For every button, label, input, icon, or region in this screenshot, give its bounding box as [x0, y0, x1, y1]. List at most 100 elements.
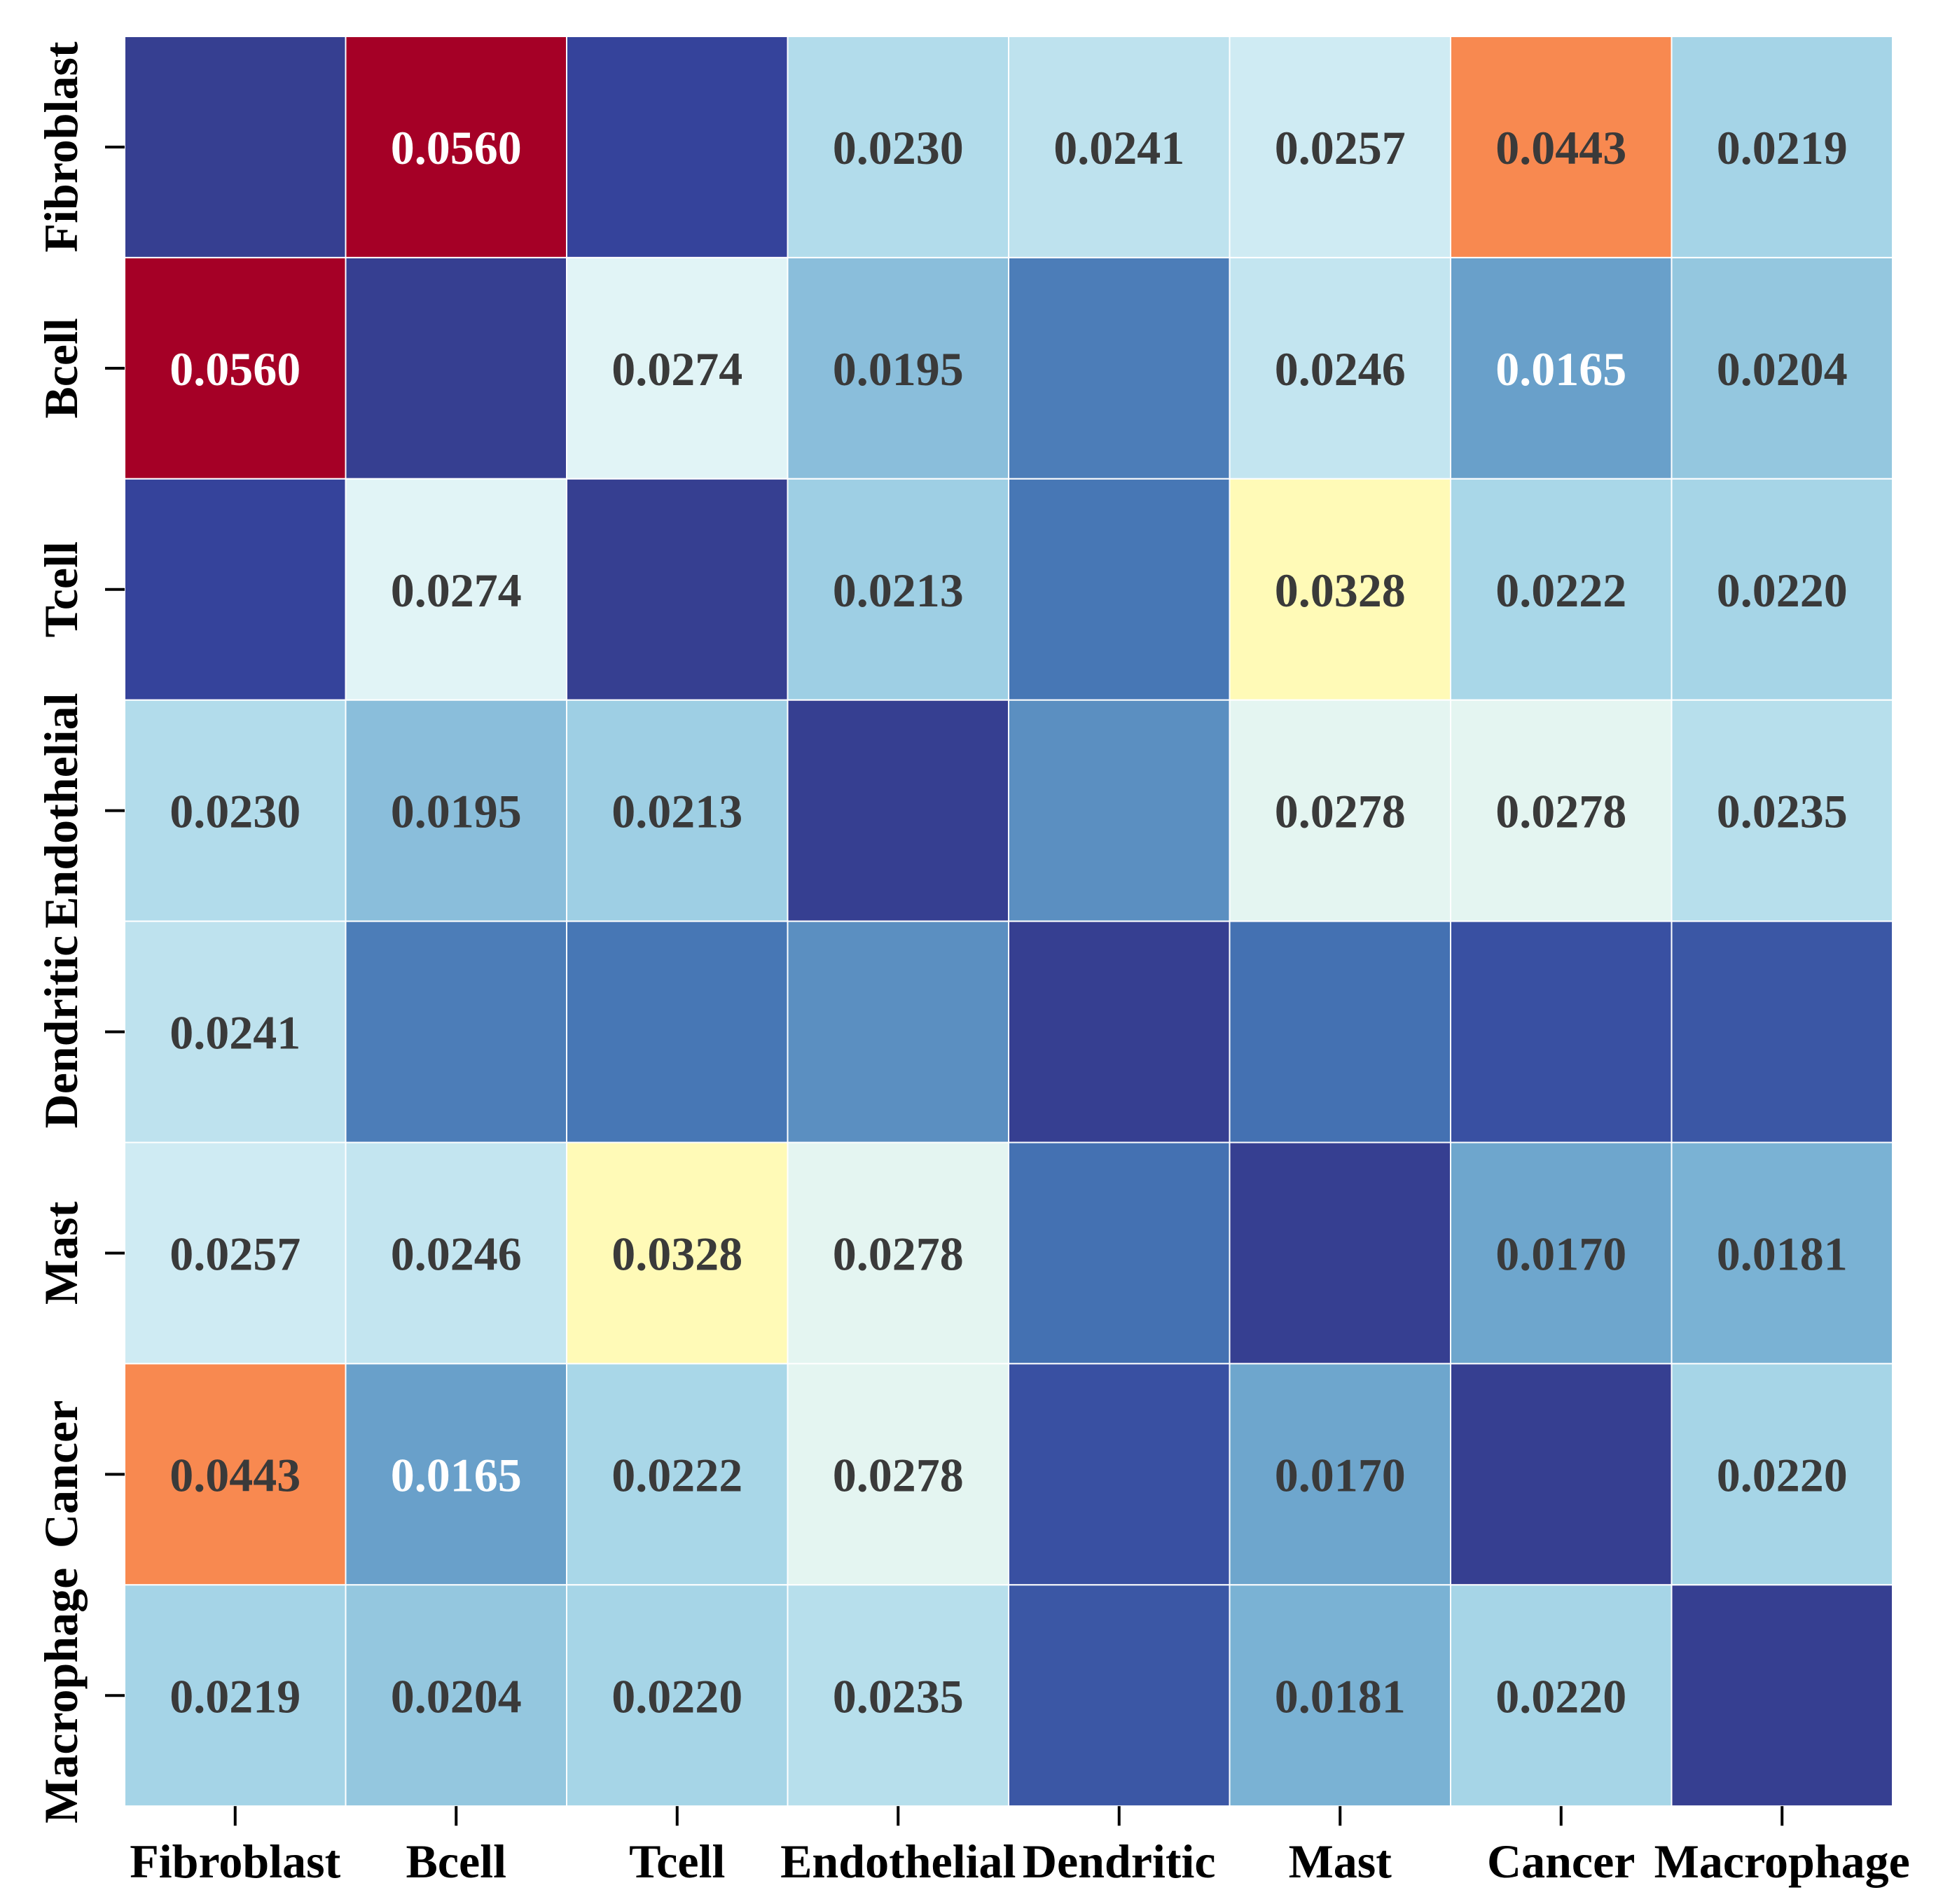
y-tick-label-bcell: Bcell: [34, 318, 88, 419]
heatmap-cell-fibroblast-tcell: [566, 36, 789, 258]
heatmap-cell-tcell-cancer: [1450, 478, 1673, 701]
heatmap-cell-endothelial-endothelial: [787, 699, 1009, 922]
y-tick-label-mast: Mast: [34, 1201, 88, 1305]
cell-value-label: 0.0328: [1275, 564, 1406, 617]
cell-value-label: 0.0278: [1275, 785, 1406, 838]
heatmap-cell-macrophage-macrophage: [1671, 1584, 1893, 1807]
heatmap-cell-dendritic-macrophage: [1671, 920, 1893, 1144]
cell-value-label: 0.0220: [1717, 564, 1848, 617]
cell-value-label: 0.0241: [1053, 121, 1184, 174]
heatmap-cell-endothelial-macrophage: [1671, 699, 1893, 922]
heatmap-cell-bcell-dendritic: [1008, 256, 1231, 480]
heatmap-cell-cancer-mast: [1229, 1363, 1451, 1586]
cell-value-label: 0.0204: [1717, 342, 1848, 396]
cell-value-label: 0.0560: [170, 342, 300, 396]
cell-value-label: 0.0222: [1495, 564, 1626, 617]
heatmap-cell-mast-mast: [1229, 1141, 1451, 1365]
cell-value-label: 0.0213: [833, 564, 964, 617]
heatmap-cell-cancer-dendritic: [1008, 1363, 1231, 1586]
x-tick-label-bcell: Bcell: [406, 1835, 506, 1888]
cell-value-label: 0.0443: [1495, 121, 1626, 174]
x-tick-label-dendritic: Dendritic: [1023, 1835, 1216, 1888]
cell-value-label: 0.0195: [833, 342, 964, 396]
cell-value-label: 0.0274: [391, 564, 522, 617]
heatmap-cell-macrophage-cancer: [1450, 1584, 1673, 1807]
cell-value-label: 0.0165: [391, 1448, 522, 1501]
heatmap-cell-tcell-macrophage: [1671, 478, 1893, 701]
y-tick-label-dendritic: Dendritic: [34, 936, 88, 1129]
heatmap-cell-mast-endothelial: [787, 1141, 1009, 1365]
cell-value-label: 0.0328: [611, 1227, 742, 1280]
cell-value-label: 0.0235: [833, 1669, 964, 1723]
cell-value-label: 0.0220: [1495, 1669, 1626, 1723]
heatmap-cell-endothelial-tcell: [566, 699, 789, 922]
heatmap-cell-dendritic-dendritic: [1008, 920, 1231, 1144]
heatmap-cell-macrophage-bcell: [345, 1584, 567, 1807]
heatmap-cell-bcell-tcell: [566, 256, 789, 480]
cell-value-label: 0.0278: [833, 1448, 964, 1501]
y-tick-label-macrophage: Macrophage: [34, 1568, 88, 1823]
heatmap-cell-cancer-fibroblast: [124, 1363, 347, 1586]
cell-value-label: 0.0230: [833, 121, 964, 174]
heatmap-cell-fibroblast-endothelial: [787, 36, 1009, 258]
heatmap-cell-tcell-bcell: [345, 478, 567, 701]
heatmap-cell-tcell-mast: [1229, 478, 1451, 701]
heatmap-cell-mast-dendritic: [1008, 1141, 1231, 1365]
y-tick-label-endothelial: Endothelial: [34, 693, 88, 928]
x-tick-label-fibroblast: Fibroblast: [130, 1835, 340, 1888]
cell-value-label: 0.0278: [1495, 785, 1626, 838]
cell-value-label: 0.0230: [170, 785, 300, 838]
heatmap-cell-fibroblast-macrophage: [1671, 36, 1893, 258]
heatmap-cell-tcell-endothelial: [787, 478, 1009, 701]
cell-value-label: 0.0219: [170, 1669, 300, 1723]
heatmap-cell-macrophage-dendritic: [1008, 1584, 1231, 1807]
cell-value-label: 0.0257: [170, 1227, 300, 1280]
x-tick-label-endothelial: Endothelial: [780, 1835, 1016, 1888]
cell-value-label: 0.0241: [170, 1006, 300, 1059]
cell-value-label: 0.0195: [391, 785, 522, 838]
heatmap-cell-bcell-macrophage: [1671, 256, 1893, 480]
cell-value-label: 0.0246: [391, 1227, 522, 1280]
heatmap-cell-tcell-dendritic: [1008, 478, 1231, 701]
heatmap-cell-fibroblast-cancer: [1450, 36, 1673, 258]
cell-value-label: 0.0170: [1275, 1448, 1406, 1501]
heatmap-cell-endothelial-bcell: [345, 699, 567, 922]
heatmap-cell-fibroblast-dendritic: [1008, 36, 1231, 258]
cell-value-label: 0.0560: [391, 121, 522, 174]
heatmap-cell-mast-tcell: [566, 1141, 789, 1365]
cell-value-label: 0.0235: [1717, 785, 1848, 838]
cell-value-label: 0.0219: [1717, 121, 1848, 174]
x-tick-label-cancer: Cancer: [1487, 1835, 1635, 1888]
heatmap-axes: Fibroblast Bcell Tcell Endothelial Dendritic…: [34, 41, 1910, 1888]
heatmap-cell-dendritic-cancer: [1450, 920, 1673, 1144]
heatmap-cell-labels: 0.0560 0.0230 0.0241 0.0257 0.0443 0.0219 0.05…: [170, 121, 1848, 1723]
x-tick-label-mast: Mast: [1289, 1835, 1392, 1888]
cell-value-label: 0.0181: [1275, 1669, 1406, 1723]
heatmap-cell-endothelial-mast: [1229, 699, 1451, 922]
heatmap-cell-dendritic-tcell: [566, 920, 789, 1144]
y-tick-label-fibroblast: Fibroblast: [34, 41, 88, 252]
heatmap-cell-macrophage-endothelial: [787, 1584, 1009, 1807]
cell-value-label: 0.0257: [1275, 121, 1406, 174]
cell-value-label: 0.0220: [611, 1669, 742, 1723]
heatmap-cell-tcell-tcell: [566, 478, 789, 701]
cell-value-label: 0.0246: [1275, 342, 1406, 396]
heatmap-cell-fibroblast-mast: [1229, 36, 1451, 258]
cell-value-label: 0.0274: [611, 342, 742, 396]
heatmap-cell-fibroblast-bcell: [345, 36, 567, 258]
cell-value-label: 0.0181: [1717, 1227, 1848, 1280]
x-tick-label-tcell: Tcell: [629, 1835, 725, 1888]
cell-value-label: 0.0204: [391, 1669, 522, 1723]
cell-value-label: 0.0170: [1495, 1227, 1626, 1280]
heatmap-cell-mast-bcell: [345, 1141, 567, 1365]
heatmap-cell-macrophage-tcell: [566, 1584, 789, 1807]
heatmap-cell-cancer-endothelial: [787, 1363, 1009, 1586]
heatmap-cell-endothelial-fibroblast: [124, 699, 347, 922]
cell-value-label: 0.0220: [1717, 1448, 1848, 1501]
heatmap-cell-endothelial-dendritic: [1008, 699, 1231, 922]
heatmap-cell-dendritic-endothelial: [787, 920, 1009, 1144]
heatmap-cell-mast-macrophage: [1671, 1141, 1893, 1365]
heatmap-cell-bcell-fibroblast: [124, 256, 347, 480]
heatmap-cell-mast-cancer: [1450, 1141, 1673, 1365]
y-tick-label-tcell: Tcell: [34, 541, 88, 637]
